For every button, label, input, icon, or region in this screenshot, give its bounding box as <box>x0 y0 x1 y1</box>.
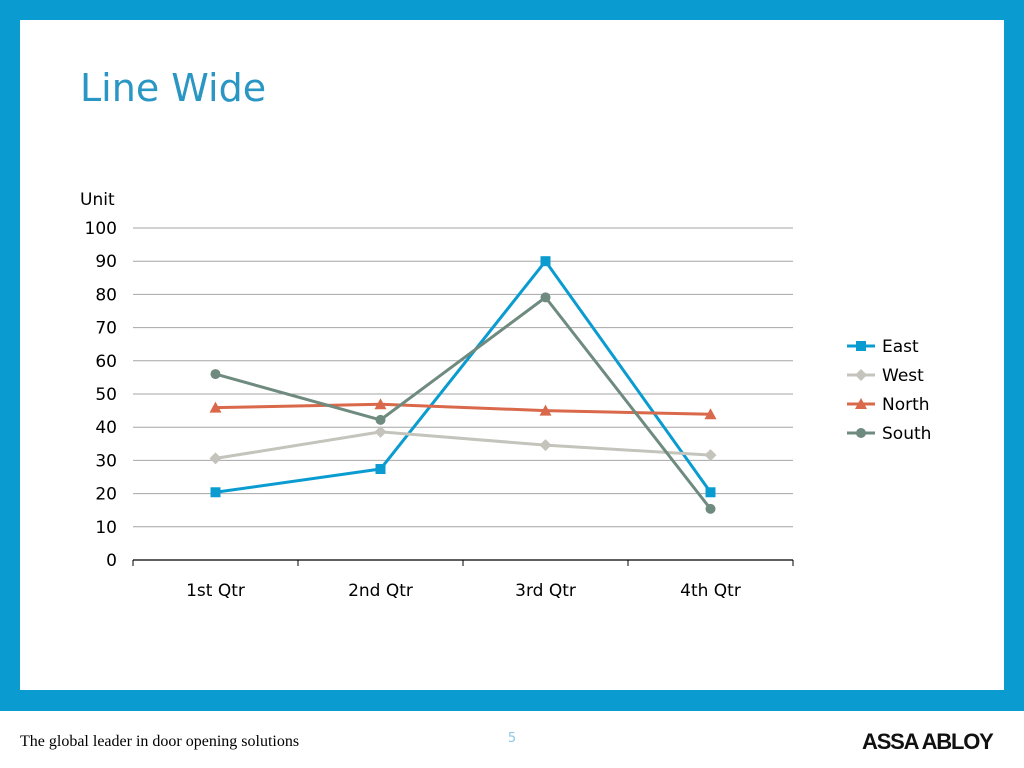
data-point-west <box>209 452 222 465</box>
legend-marker-north <box>855 398 867 409</box>
legend-label-north: North <box>882 395 930 415</box>
y-tick-label: 20 <box>95 485 117 505</box>
data-point-west <box>704 449 717 462</box>
series-line-north <box>215 402 711 416</box>
x-tick-label: 4th Qtr <box>680 581 741 601</box>
data-point-north <box>209 401 222 413</box>
data-point-south <box>540 292 551 303</box>
legend-label-west: West <box>882 366 924 386</box>
slide-canvas <box>20 20 1004 690</box>
data-point-west <box>374 425 387 438</box>
y-tick-label: 10 <box>95 518 117 538</box>
page-number: 5 <box>507 731 517 746</box>
data-point-north <box>539 404 552 416</box>
data-point-north <box>374 398 387 410</box>
y-tick-label: 70 <box>95 319 117 339</box>
y-tick-label: 30 <box>95 451 117 471</box>
data-point-north <box>704 408 717 420</box>
data-point-east <box>540 256 551 267</box>
x-tick-label: 3rd Qtr <box>515 581 576 601</box>
slide-title: Line Wide <box>80 66 267 110</box>
series-line-west <box>215 430 711 460</box>
y-tick-label: 90 <box>95 252 117 272</box>
legend-marker-south <box>856 428 866 438</box>
y-axis-label: Unit <box>80 190 115 210</box>
slide-frame <box>0 0 1024 711</box>
data-point-south <box>210 369 221 380</box>
data-point-east <box>375 464 386 475</box>
x-tick-label: 1st Qtr <box>186 581 245 601</box>
data-point-east <box>705 487 716 498</box>
data-point-south <box>705 503 716 514</box>
data-point-east <box>210 487 221 498</box>
legend-marker-east <box>856 341 866 351</box>
data-point-south <box>375 414 386 425</box>
series-line-south <box>215 295 712 510</box>
x-tick-label: 2nd Qtr <box>348 581 413 601</box>
y-tick-label: 60 <box>95 352 117 372</box>
legend-label-south: South <box>882 424 931 444</box>
y-tick-label: 80 <box>95 285 117 305</box>
line-chart: 0 10 20 30 40 50 60 70 80 90 100 Unit 1st Qtr 2nd Qtr… <box>80 190 931 601</box>
legend-marker-west <box>855 369 867 381</box>
legend-label-east: East <box>882 337 919 357</box>
assa-abloy-logo: ASSA ABLOY <box>862 729 994 754</box>
y-tick-label: 40 <box>95 418 117 438</box>
y-tick-label: 0 <box>106 551 117 571</box>
y-tick-label: 50 <box>95 385 117 405</box>
series-line-east <box>215 259 712 494</box>
data-point-west <box>539 439 552 452</box>
footer-tagline: The global leader in door opening soluti… <box>20 733 300 750</box>
y-tick-label: 100 <box>85 219 117 239</box>
